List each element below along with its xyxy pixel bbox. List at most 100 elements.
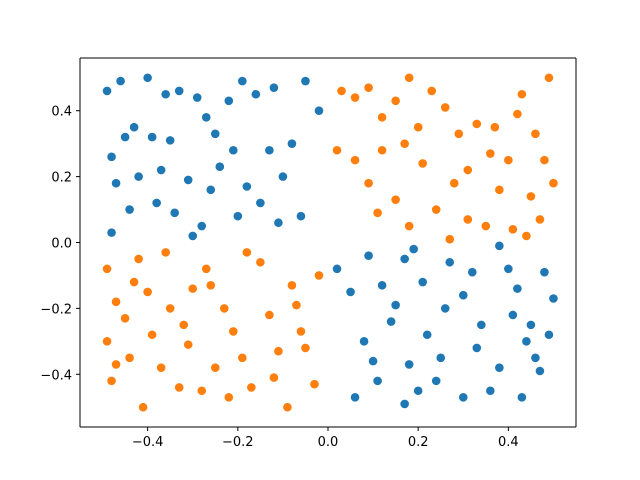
point bbox=[504, 155, 513, 165]
point bbox=[463, 215, 473, 224]
point bbox=[472, 343, 482, 353]
point bbox=[134, 254, 143, 264]
point bbox=[210, 363, 220, 372]
point bbox=[120, 313, 130, 323]
point bbox=[107, 376, 116, 386]
point bbox=[422, 330, 432, 340]
point bbox=[445, 234, 455, 244]
points bbox=[102, 73, 558, 412]
point bbox=[188, 231, 198, 241]
y-tick-label: 0.4 bbox=[51, 105, 72, 120]
x-tick-label: 0.0 bbox=[318, 435, 339, 450]
point bbox=[472, 119, 482, 129]
point bbox=[251, 89, 261, 99]
y-tick-label: 0.2 bbox=[51, 171, 72, 186]
point bbox=[495, 185, 504, 195]
point bbox=[292, 300, 301, 310]
point bbox=[508, 310, 518, 320]
point bbox=[531, 129, 540, 139]
point bbox=[233, 211, 243, 221]
point bbox=[143, 287, 152, 297]
point bbox=[364, 178, 373, 188]
point bbox=[287, 281, 297, 290]
point bbox=[364, 83, 373, 92]
point bbox=[301, 343, 310, 353]
point bbox=[143, 73, 152, 83]
point bbox=[296, 211, 306, 221]
point bbox=[377, 145, 387, 155]
point bbox=[238, 76, 247, 86]
point bbox=[242, 248, 252, 257]
point bbox=[436, 353, 446, 363]
point bbox=[332, 264, 342, 274]
y-tick-label: −0.4 bbox=[40, 368, 72, 383]
point bbox=[418, 277, 427, 287]
point bbox=[346, 287, 355, 297]
point bbox=[165, 136, 175, 145]
point bbox=[111, 360, 121, 369]
point bbox=[161, 89, 170, 99]
point bbox=[188, 284, 198, 293]
point bbox=[102, 264, 112, 274]
y-tick-label: −0.2 bbox=[40, 302, 72, 317]
point bbox=[238, 353, 247, 363]
point bbox=[201, 113, 211, 122]
point bbox=[179, 320, 189, 330]
x-tick-label: 0.2 bbox=[408, 435, 429, 450]
point bbox=[368, 356, 378, 366]
point bbox=[400, 254, 409, 264]
point bbox=[373, 376, 382, 386]
x-tick-label: −0.4 bbox=[132, 435, 164, 450]
point bbox=[535, 215, 545, 224]
point bbox=[463, 165, 473, 175]
point bbox=[183, 175, 193, 185]
point bbox=[404, 360, 414, 369]
point bbox=[350, 393, 360, 402]
point bbox=[147, 330, 157, 340]
point bbox=[373, 208, 382, 218]
point bbox=[522, 337, 531, 346]
point bbox=[400, 399, 409, 409]
point bbox=[129, 277, 139, 287]
point bbox=[201, 264, 211, 274]
point bbox=[229, 327, 238, 336]
point bbox=[513, 109, 522, 119]
point bbox=[283, 402, 292, 412]
point bbox=[165, 304, 175, 313]
point bbox=[544, 73, 554, 83]
point bbox=[102, 86, 112, 96]
point bbox=[391, 96, 400, 106]
point bbox=[269, 373, 279, 382]
point bbox=[314, 271, 324, 280]
point bbox=[170, 208, 179, 218]
point bbox=[391, 195, 400, 204]
point bbox=[134, 172, 143, 181]
point bbox=[364, 251, 373, 260]
point bbox=[197, 221, 207, 231]
point bbox=[495, 363, 504, 372]
point bbox=[427, 86, 437, 96]
y-tick-label: 0.0 bbox=[51, 237, 72, 252]
point bbox=[350, 155, 360, 165]
point bbox=[522, 231, 531, 241]
point bbox=[544, 330, 554, 340]
point bbox=[431, 376, 441, 386]
point bbox=[404, 221, 414, 231]
point bbox=[224, 393, 234, 402]
point bbox=[549, 294, 558, 303]
point bbox=[219, 304, 229, 313]
point bbox=[107, 152, 116, 162]
point bbox=[301, 76, 310, 86]
point bbox=[206, 281, 216, 290]
point bbox=[161, 248, 170, 257]
point bbox=[467, 267, 477, 277]
point bbox=[256, 198, 265, 208]
point bbox=[265, 145, 274, 155]
point bbox=[138, 402, 148, 412]
point bbox=[486, 149, 495, 158]
point bbox=[540, 267, 549, 277]
point bbox=[549, 178, 558, 188]
point bbox=[111, 297, 121, 307]
point bbox=[495, 241, 504, 251]
